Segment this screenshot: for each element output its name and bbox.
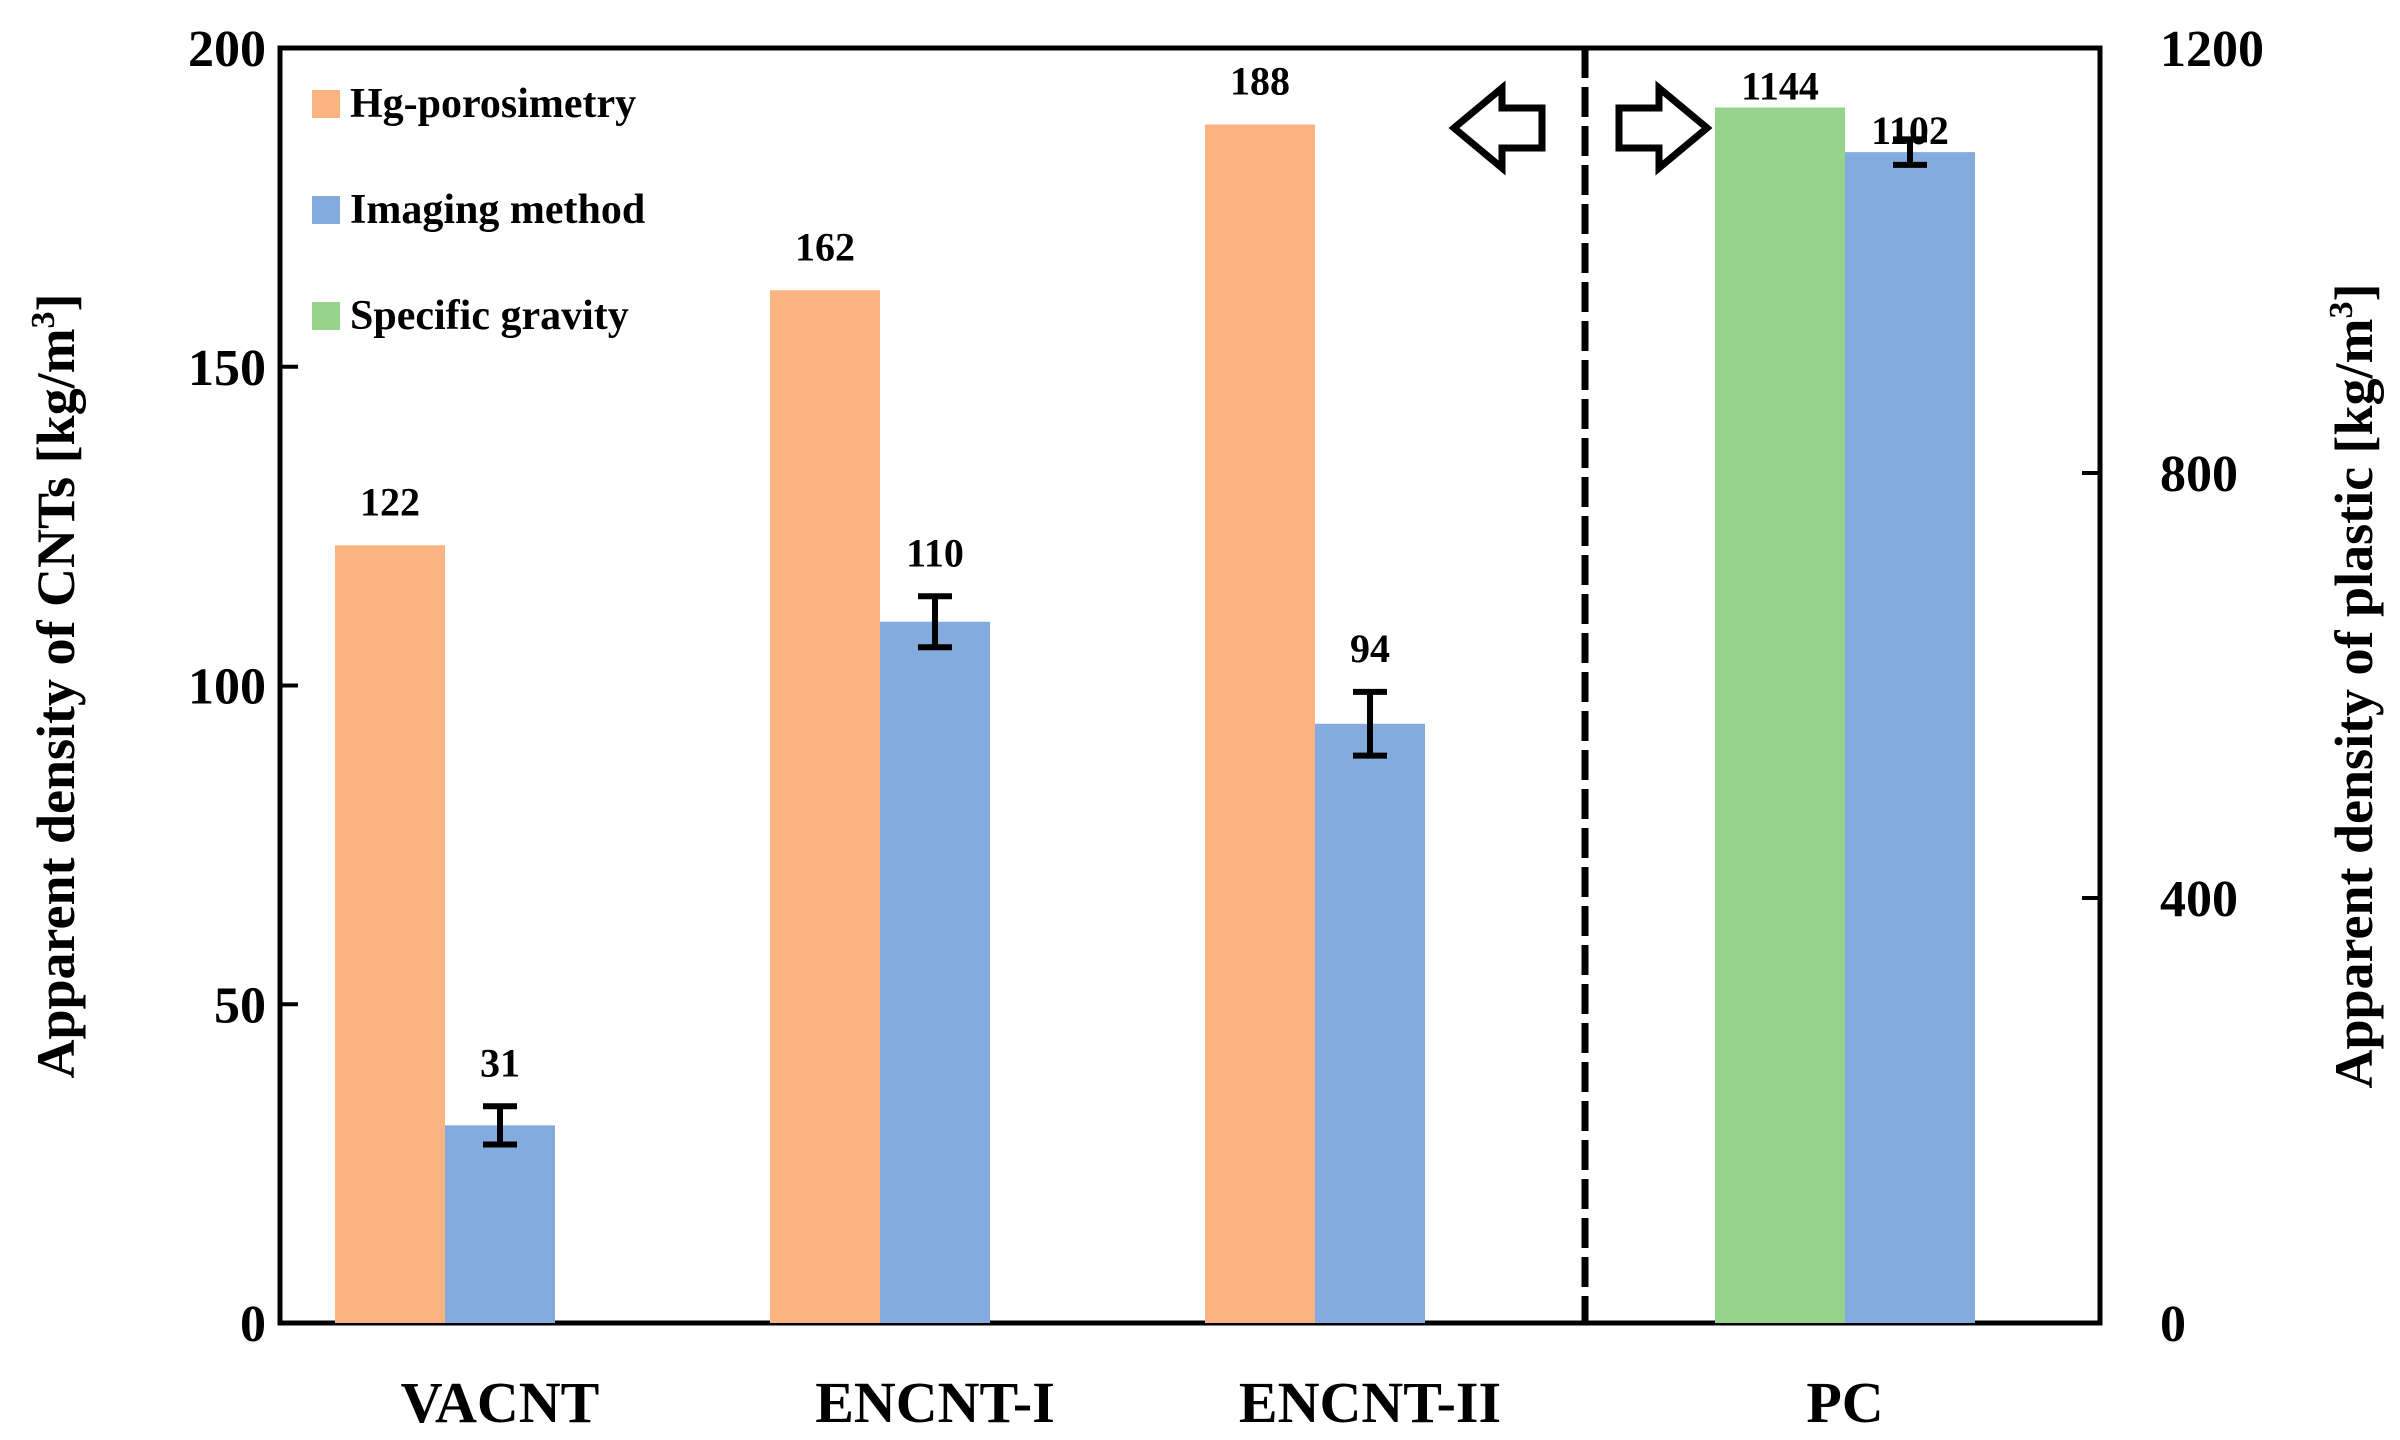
bar-encnt-ii-hg-porosimetry [1205, 124, 1315, 1323]
error-bar-encnt-ii-imaging-method [1353, 688, 1387, 759]
bar-vacnt-imaging-method [445, 1125, 555, 1323]
category-label-encnt-ii: ENCNT-II [1239, 1370, 1501, 1435]
category-label-vacnt: VACNT [401, 1370, 600, 1435]
category-label-encnt-i: ENCNT-I [815, 1370, 1055, 1435]
left-arrow-icon [1448, 80, 1546, 176]
error-bar-encnt-i-imaging-method [918, 593, 952, 651]
left-tick-label: 0 [240, 1296, 266, 1353]
legend: Hg-porosimetry Imaging method Specific g… [312, 81, 645, 339]
right-arrow-icon [1615, 80, 1713, 176]
right-tick-label: 0 [2160, 1296, 2186, 1353]
value-label-vacnt-hg-porosimetry: 122 [360, 479, 420, 524]
legend-swatch-hg [312, 90, 340, 118]
bar-vacnt-hg-porosimetry [335, 545, 445, 1323]
value-label-pc-imaging-method: 1102 [1871, 108, 1949, 153]
bar-encnt-ii-imaging-method [1315, 723, 1425, 1323]
legend-swatch-imaging [312, 196, 340, 224]
value-label-encnt-i-hg-porosimetry: 162 [795, 224, 855, 269]
error-bar-pc-imaging-method [1893, 136, 1927, 168]
left-tick-label: 150 [188, 340, 266, 397]
bar-encnt-i-imaging-method [880, 621, 990, 1323]
legend-label-imaging: Imaging method [350, 187, 645, 233]
legend-label-hg: Hg-porosimetry [350, 81, 636, 127]
category-label-pc: PC [1806, 1370, 1883, 1435]
value-label-encnt-ii-imaging-method: 94 [1350, 626, 1390, 671]
value-label-encnt-i-imaging-method: 110 [906, 530, 964, 575]
left-tick-label: 100 [188, 659, 266, 716]
right-tick-label: 400 [2160, 871, 2238, 928]
legend-swatch-sg [312, 302, 340, 330]
right-axis-title: Apparent density of plastic [kg/m3] [2323, 283, 2384, 1088]
bar-pc-imaging-method [1845, 152, 1975, 1323]
value-label-vacnt-imaging-method: 31 [480, 1040, 520, 1085]
legend-label-sg: Specific gravity [350, 293, 629, 339]
bar-encnt-i-hg-porosimetry [770, 290, 880, 1323]
value-label-pc-specific-gravity: 1144 [1741, 64, 1819, 109]
left-tick-label: 200 [188, 21, 266, 78]
right-tick-label: 800 [2160, 446, 2238, 503]
left-tick-label: 50 [214, 977, 266, 1034]
bar-pc-specific-gravity [1715, 107, 1845, 1323]
value-label-encnt-ii-hg-porosimetry: 188 [1230, 59, 1290, 104]
error-bar-vacnt-imaging-method [483, 1103, 517, 1148]
left-axis-title: Apparent density of CNTs [kg/m3] [25, 293, 86, 1078]
right-tick-label: 1200 [2160, 21, 2264, 78]
